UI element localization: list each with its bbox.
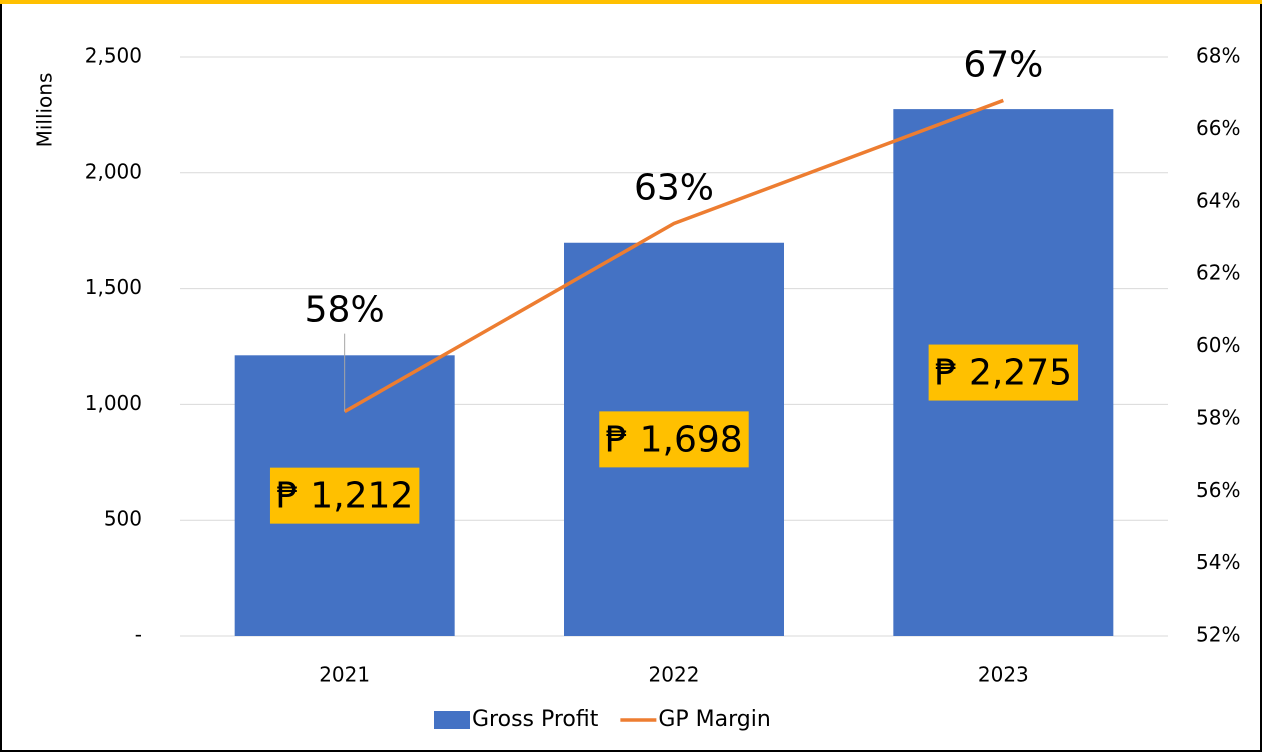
value-label-box <box>269 467 420 524</box>
y2-tick-label: 58% <box>1196 405 1240 429</box>
x-tick-label: 2023 <box>978 663 1029 687</box>
y2-tick-label: 64% <box>1196 188 1240 212</box>
value-label-box <box>599 411 749 468</box>
value-label: 58% <box>305 290 385 331</box>
y-tick-label: 1,500 <box>85 275 142 299</box>
y2-tick-label: 54% <box>1196 550 1240 574</box>
y-tick-label: - <box>135 623 142 647</box>
value-label-box <box>928 344 1079 401</box>
legend-label: GP Margin <box>658 707 770 732</box>
y-axis-label: Millions <box>33 73 57 148</box>
value-label: 63% <box>634 167 714 208</box>
legend-label: Gross Profit <box>472 707 599 732</box>
value-label: ₱ 2,275 <box>935 353 1072 394</box>
legend-swatch <box>434 711 470 729</box>
y2-tick-label: 68% <box>1196 44 1240 68</box>
y-tick-label: 1,000 <box>85 391 142 415</box>
top-band <box>0 0 1262 4</box>
y2-tick-label: 52% <box>1196 623 1240 647</box>
y2-tick-label: 62% <box>1196 261 1240 285</box>
y-tick-label: 2,500 <box>85 44 142 68</box>
y-tick-label: 2,000 <box>85 159 142 183</box>
line <box>343 98 1004 414</box>
value-label: ₱ 1,212 <box>276 476 413 517</box>
x-tick-label: 2021 <box>319 663 370 687</box>
x-tick-label: 2022 <box>649 663 700 687</box>
y2-tick-label: 66% <box>1196 116 1240 140</box>
y2-tick-label: 56% <box>1196 478 1240 502</box>
value-label: ₱ 1,698 <box>605 419 742 460</box>
y-tick-label: 500 <box>104 507 142 531</box>
y2-tick-label: 60% <box>1196 333 1240 357</box>
value-label: 67% <box>963 44 1043 85</box>
